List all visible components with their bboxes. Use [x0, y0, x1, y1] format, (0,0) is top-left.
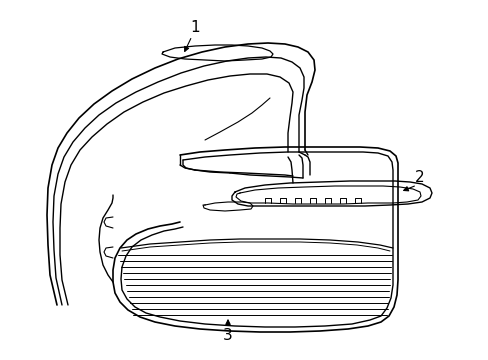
Text: 3: 3 — [223, 328, 232, 342]
Text: 1: 1 — [190, 21, 200, 36]
Text: 2: 2 — [414, 171, 424, 185]
